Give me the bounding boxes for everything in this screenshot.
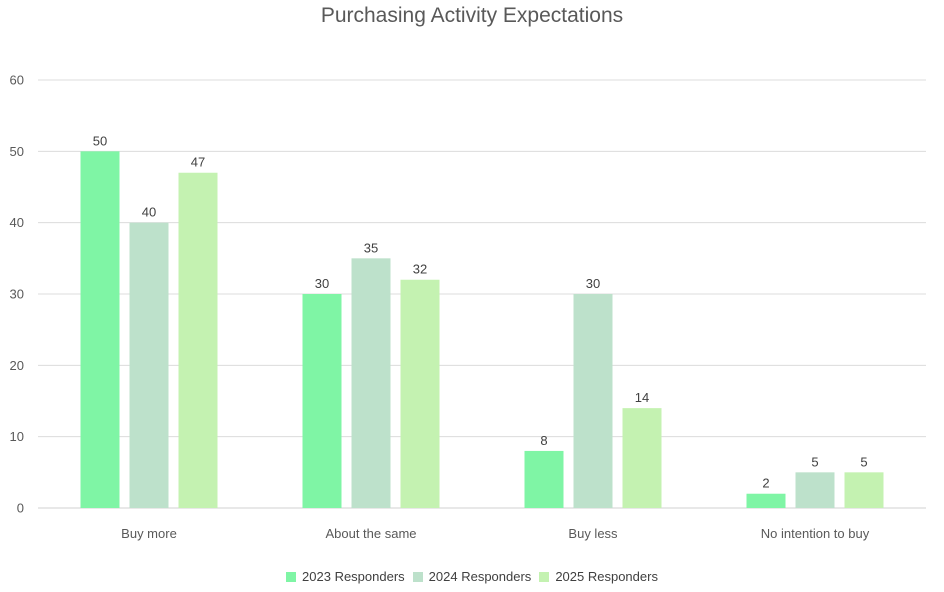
x-tick-label: About the same: [325, 526, 416, 541]
bar: [844, 472, 884, 508]
y-tick-label: 40: [10, 215, 24, 230]
legend-label: 2025 Responders: [555, 569, 658, 584]
bar: [400, 279, 440, 508]
legend-swatch: [286, 571, 297, 582]
chart-title: Purchasing Activity Expectations: [320, 4, 624, 27]
legend-item: 2023 Responders: [286, 569, 405, 584]
legend-label: 2023 Responders: [302, 569, 405, 584]
y-tick-label: 60: [10, 73, 24, 88]
data-label: 35: [364, 240, 378, 255]
x-tick-label: Buy less: [568, 526, 618, 541]
data-label: 8: [540, 433, 547, 448]
data-label: 2: [762, 476, 769, 491]
data-label: 30: [586, 276, 600, 291]
bar: [178, 172, 218, 508]
data-label: 5: [811, 454, 818, 469]
bar: [524, 450, 564, 508]
legend-swatch: [539, 571, 550, 582]
data-label: 40: [142, 205, 156, 220]
y-tick-label: 0: [17, 501, 24, 516]
bar: [746, 493, 786, 508]
data-label: 32: [413, 262, 427, 277]
data-label: 47: [191, 155, 205, 170]
y-tick-label: 10: [10, 429, 24, 444]
bar: [573, 294, 613, 508]
y-tick-label: 30: [10, 287, 24, 302]
bar: [80, 151, 120, 509]
chart-legend: 2023 Responders 2024 Responders 2025 Respo…: [0, 569, 944, 584]
data-label: 50: [93, 133, 107, 148]
bar: [302, 294, 342, 508]
bar: [622, 408, 662, 508]
data-label: 30: [315, 276, 329, 291]
x-tick-label: No intention to buy: [761, 526, 870, 541]
legend-item: 2025 Responders: [539, 569, 658, 584]
bar: [351, 258, 391, 508]
legend-swatch: [412, 571, 423, 582]
y-tick-label: 50: [10, 144, 24, 159]
bar: [795, 472, 835, 508]
data-label: 14: [635, 390, 649, 405]
x-tick-label: Buy more: [121, 526, 177, 541]
bar: [129, 222, 169, 508]
legend-item: 2024 Responders: [412, 569, 532, 584]
y-tick-label: 20: [10, 358, 24, 373]
data-label: 5: [860, 454, 867, 469]
legend-label: 2024 Responders: [428, 569, 532, 584]
